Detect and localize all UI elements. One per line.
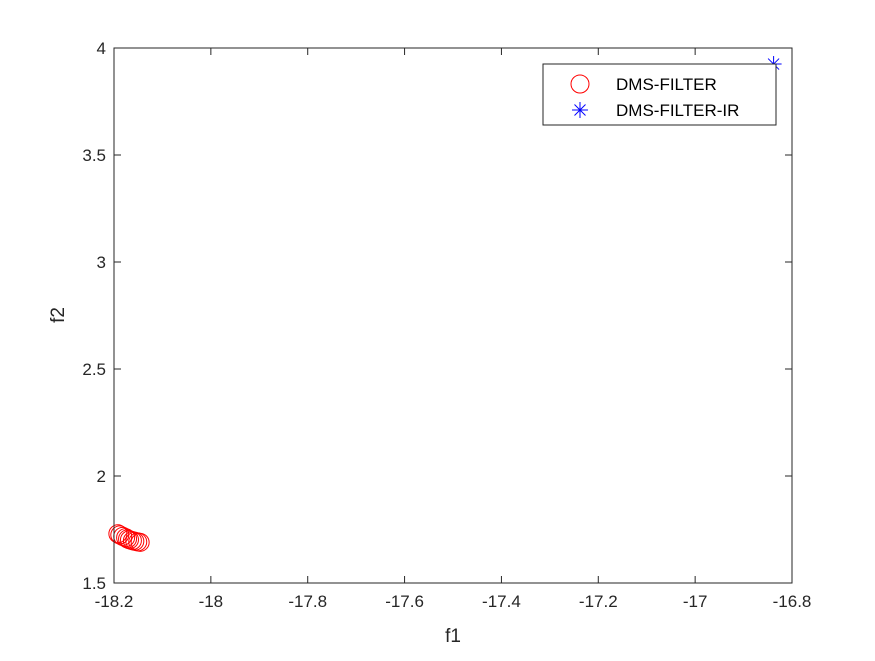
y-tick-label: 4 xyxy=(97,39,106,58)
y-tick-label: 2 xyxy=(97,467,106,486)
legend-marker-dms-filter xyxy=(570,74,590,94)
legend-asterisk-marker xyxy=(572,102,588,118)
legend-circle-marker xyxy=(570,74,590,94)
y-axis-ticks: 1.5 2 2.5 3 3.5 4 xyxy=(82,39,792,593)
y-tick-label: 1.5 xyxy=(82,574,106,593)
axes-box xyxy=(113,47,793,584)
y-tick-label: 3 xyxy=(97,253,106,272)
y-tick-label: 3.5 xyxy=(82,146,106,165)
x-tick-label: -17 xyxy=(683,592,708,611)
legend: DMS-FILTER DMS-FILTER-IR xyxy=(542,63,777,126)
y-axis-label: f2 xyxy=(48,307,69,323)
legend-marker-dms-filter-ir xyxy=(572,102,588,118)
x-tick-label: -17.6 xyxy=(385,592,424,611)
x-tick-label: -16.8 xyxy=(773,592,812,611)
legend-entry-dms-filter: DMS-FILTER xyxy=(616,75,717,94)
x-axis-ticks: -18.2 -18 -17.8 -17.6 -17.4 -17.2 -17 -16.8 xyxy=(95,48,812,611)
x-tick-label: -17.4 xyxy=(482,592,521,611)
x-tick-label: -17.2 xyxy=(579,592,618,611)
legend-box xyxy=(542,63,777,126)
x-axis-label: f1 xyxy=(445,626,461,647)
x-tick-label: -18 xyxy=(199,592,224,611)
data-point-dms-filter xyxy=(130,532,150,552)
x-tick-label: -17.8 xyxy=(288,592,327,611)
x-tick-label: -18.2 xyxy=(95,592,134,611)
legend-entry-dms-filter-ir: DMS-FILTER-IR xyxy=(616,101,739,120)
y-tick-label: 2.5 xyxy=(82,360,106,379)
plot-area-background xyxy=(114,48,792,583)
